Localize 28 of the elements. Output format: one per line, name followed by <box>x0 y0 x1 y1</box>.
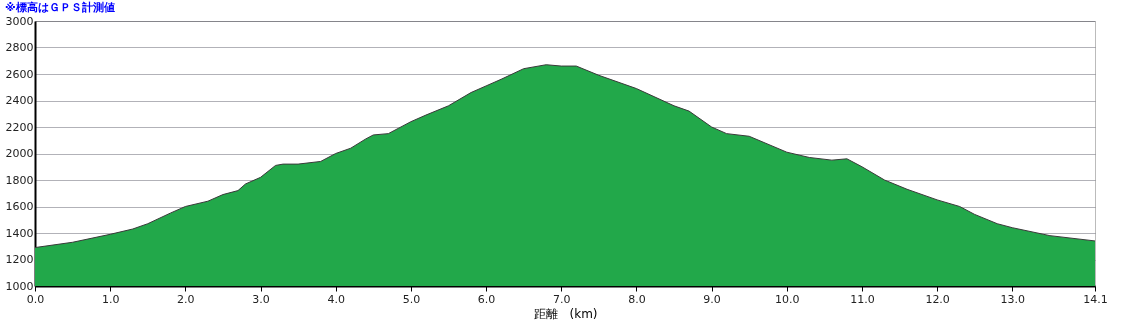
y-tick-label: 1600 <box>5 200 34 213</box>
y-tick-label: 2400 <box>5 94 34 107</box>
x-tick-label: 14.1 <box>1083 292 1108 306</box>
y-tick-label: 3000 <box>5 14 34 28</box>
x-tick-label: 7.0 <box>552 292 571 306</box>
x-axis-title: 距離 (km) <box>533 306 598 321</box>
x-tick-label: 2.0 <box>177 292 195 306</box>
x-tick-label: 8.0 <box>628 292 646 306</box>
chart-title: ※標高はＧＰＳ計測値 <box>5 1 115 14</box>
x-tick-label: 4.0 <box>327 292 345 306</box>
y-tick-label: 1000 <box>5 279 34 293</box>
x-tick-label: 5.0 <box>402 292 421 306</box>
x-tick-label: 11.0 <box>850 292 875 306</box>
x-tick-label: 13.0 <box>1000 292 1026 306</box>
x-tick-label: 10.0 <box>775 292 800 306</box>
x-tick-label: 12.0 <box>925 292 950 306</box>
x-tick-label: 1.0 <box>101 292 120 306</box>
y-tick-label: 2800 <box>5 41 34 54</box>
x-tick-label: 9.0 <box>703 292 721 306</box>
x-tick-label: 0.0 <box>26 292 45 306</box>
y-tick-label: 2000 <box>5 147 34 160</box>
x-tick-label: 3.0 <box>252 292 270 306</box>
y-tick-label: 2600 <box>5 67 34 81</box>
y-tick-label: 1200 <box>5 253 34 266</box>
y-tick-label: 1400 <box>5 226 34 240</box>
y-tick-label: 1800 <box>5 173 34 187</box>
x-tick-label: 6.0 <box>477 292 496 306</box>
y-tick-label: 2200 <box>5 120 34 134</box>
